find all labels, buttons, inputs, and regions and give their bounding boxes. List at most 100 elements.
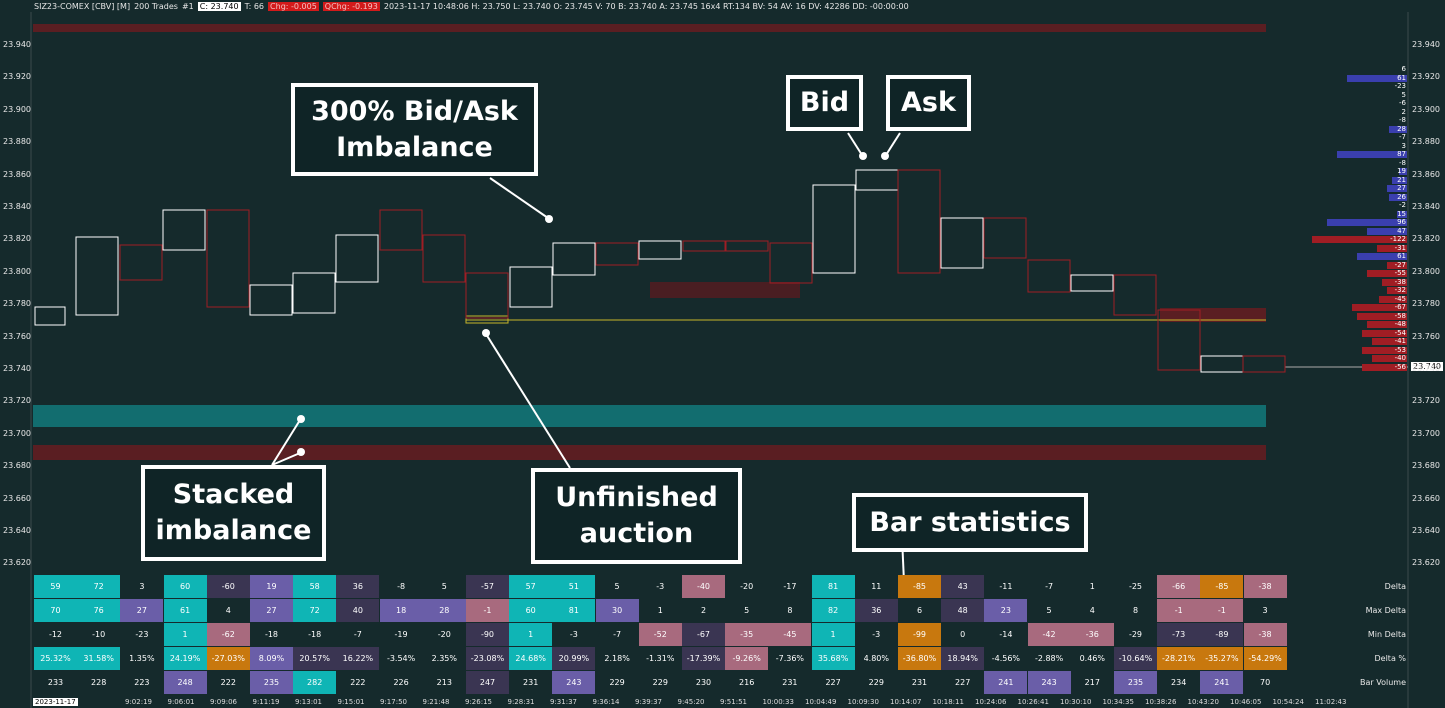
- dom-value: -56: [1394, 362, 1406, 371]
- dom-value: -122: [1390, 235, 1406, 243]
- footprint-candle: [422, 234, 466, 283]
- stacked-target-dot-1: [297, 415, 305, 423]
- stat-cell-min_delta: -42: [1027, 623, 1071, 646]
- price-axis-label: 23.800: [3, 266, 31, 276]
- chart-number: #1: [181, 1, 194, 11]
- dom-value: 28: [1397, 124, 1406, 133]
- price-axis-label: 23.660: [3, 493, 31, 503]
- price-axis-label: 23.660: [1412, 493, 1440, 503]
- dom-value: 2: [1401, 107, 1406, 116]
- dom-value: -8: [1399, 116, 1406, 124]
- unfinished-target-dot: [482, 329, 490, 337]
- imbalance-callout: 300% Bid/Ask Imbalance: [291, 83, 538, 176]
- bid-callout-text: Bid: [799, 87, 850, 118]
- ask-callout-text: Ask: [901, 87, 956, 118]
- stat-cell-delta_pct: 24.19%: [163, 647, 207, 670]
- time-axis-label: 10:14:07: [890, 698, 922, 706]
- stat-cell-delta_pct: 25.32%: [34, 647, 77, 670]
- dom-value: 15: [1397, 209, 1406, 218]
- dom-value: -38: [1394, 277, 1406, 286]
- price-axis-label: 23.700: [3, 428, 31, 438]
- price-axis-label: 23.640: [1412, 526, 1440, 535]
- unfinished-callout-line1: Unfinished: [555, 482, 718, 513]
- time-axis-label: 9:21:48: [422, 698, 450, 706]
- dom-volume-bar: [1347, 74, 1407, 82]
- dom-value: 26: [1397, 192, 1406, 201]
- stat-cell-min_delta: -3: [569, 630, 578, 639]
- stat-cell-max_delta: -1: [1200, 599, 1244, 622]
- time-axis-label: 9:51:51: [720, 698, 747, 706]
- price-axis-label: 23.860: [1412, 169, 1440, 179]
- dom-value: 87: [1397, 150, 1406, 158]
- bid-callout-connector: [847, 132, 863, 156]
- dom-volume-bar: [1362, 363, 1407, 371]
- price-axis-label: 23.920: [1412, 72, 1440, 82]
- footprint-candle: [682, 240, 726, 252]
- stat-cell-min_delta: 1: [811, 623, 855, 646]
- footprint-candle: [249, 284, 293, 316]
- footprint-candle: [812, 184, 856, 274]
- stat-cell-max_delta: 81: [552, 599, 596, 622]
- stat-cell-delta_pct: 16.22%: [336, 647, 380, 670]
- stat-cell-min_delta: -99: [898, 623, 941, 646]
- stat-cell-delta: 5: [614, 582, 620, 591]
- stat-cell-delta_pct: -28.21%: [1157, 647, 1201, 670]
- time-axis-label: 10:34:35: [1102, 698, 1134, 706]
- stat-cell-max_delta: 40: [336, 599, 380, 622]
- stat-cell-max_delta: 82: [811, 599, 855, 622]
- stat-cell-delta_pct: 20.99%: [552, 647, 596, 670]
- stat-cell-delta_pct: -35.27%: [1200, 647, 1244, 670]
- stat-cell-volume: 227: [825, 678, 841, 687]
- price-axis-label: 23.780: [1412, 299, 1440, 309]
- time-axis-label: 10:46:05: [1230, 698, 1262, 706]
- dom-value: -7: [1399, 133, 1406, 141]
- dom-volume-bar: [1399, 168, 1407, 175]
- stat-cell-delta_pct: 18.94%: [941, 647, 985, 670]
- stat-cell-max_delta: 1: [657, 606, 663, 615]
- header-bar: SIZ23-COMEX [CBV] [M] 200 Trades #1 C: 2…: [0, 0, 909, 12]
- stat-cell-volume: 217: [1084, 678, 1100, 687]
- ask-target-dot: [881, 152, 889, 160]
- stat-cell-delta: -7: [1045, 582, 1054, 591]
- time-axis-label: 9:13:01: [295, 698, 322, 706]
- time-axis-label: 2023-11-17: [33, 698, 78, 706]
- stat-cell-delta_pct: 24.68%: [509, 647, 553, 670]
- dom-volume-bar: [1372, 355, 1407, 362]
- stacked-callout-connector-1: [271, 419, 301, 466]
- dom-volume-bar: [1389, 193, 1407, 201]
- stat-cell-delta_pct: -54.29%: [1243, 647, 1287, 670]
- footprint-candle: [292, 272, 336, 314]
- stat-cell-volume: 241: [1200, 671, 1244, 694]
- stat-cell-delta_pct: -17.39%: [682, 647, 725, 670]
- footprint-candle: [1157, 309, 1201, 371]
- unfinished-callout-connector: [485, 333, 571, 469]
- footprint-candle: [552, 242, 596, 276]
- dom-volume-bar: [1352, 304, 1407, 311]
- dom-volume-bar: [1382, 278, 1407, 286]
- dom-value: 21: [1397, 175, 1406, 184]
- dom-volume-bar: [1379, 295, 1407, 303]
- unfinished-auction-box: [465, 315, 509, 324]
- time-axis-label: 10:43:20: [1187, 698, 1219, 706]
- dom-value: 5: [1401, 90, 1406, 99]
- footprint-candle: [1113, 274, 1157, 316]
- stat-cell-min_delta: -23: [135, 630, 149, 639]
- dom-value: -31: [1394, 243, 1406, 252]
- stat-row-label: Delta %: [1374, 654, 1407, 663]
- time-axis-label: 10:09:30: [847, 698, 879, 706]
- stat-cell-max_delta: -1: [1157, 599, 1201, 622]
- footprint-candle: [1200, 355, 1244, 373]
- dom-volume-bar: [1327, 219, 1407, 226]
- stat-cell-delta_pct: -9.26%: [725, 647, 769, 670]
- stat-cell-min_delta: -19: [394, 630, 408, 639]
- time-axis-label: 9:02:19: [125, 698, 152, 706]
- dom-volume-bar: [1377, 244, 1407, 252]
- stat-cell-delta_pct: -2.88%: [1034, 654, 1064, 663]
- stat-cell-delta: 11: [871, 582, 882, 591]
- footprint-candle: [335, 234, 379, 283]
- stat-cell-delta_pct: 20.57%: [293, 647, 337, 670]
- dom-value: -54: [1394, 328, 1406, 337]
- footprint-candle: [1027, 259, 1071, 293]
- stacked-callout-connector-2: [271, 452, 301, 466]
